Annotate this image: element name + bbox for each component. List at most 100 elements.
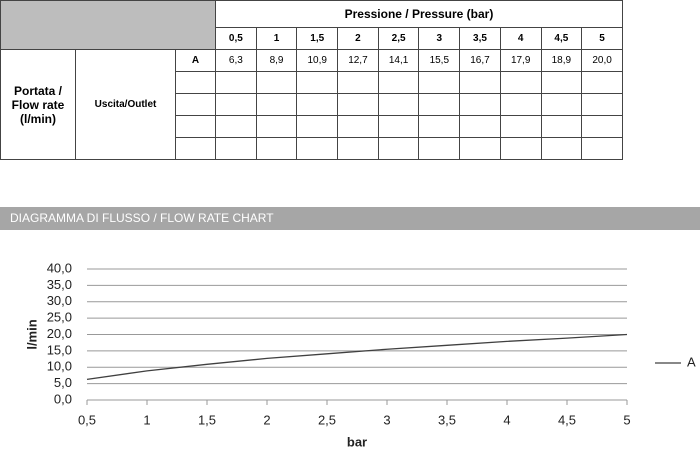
table-row: 0,5 1 1,5 2 2,5 3 3,5 4 4,5 5: [1, 27, 623, 50]
empty-cell: [215, 93, 257, 116]
empty-cell: [174, 137, 217, 160]
table-cell: 10,9: [296, 49, 339, 72]
column-header: 0,5: [215, 27, 257, 50]
empty-cell: [255, 137, 298, 160]
empty-cell: [255, 115, 298, 138]
empty-cell: [418, 137, 461, 160]
table-cell: 8,9: [255, 49, 298, 72]
column-header: 2: [337, 27, 379, 50]
empty-cell: [174, 115, 217, 138]
empty-cell: [581, 137, 623, 160]
y-axis-label: l/min: [24, 319, 39, 349]
column-header: 5: [581, 27, 623, 50]
table-row: [1, 93, 623, 116]
y-tick-label: 5,0: [54, 375, 72, 390]
outlet-name: A: [174, 49, 217, 72]
corner-cell: [0, 0, 217, 50]
empty-cell: [499, 71, 542, 94]
empty-cell: [540, 137, 583, 160]
x-tick-label: 1,5: [198, 412, 216, 427]
x-axis-label: bar: [347, 434, 367, 449]
empty-cell: [296, 71, 339, 94]
x-tick-label: 1: [143, 412, 150, 427]
empty-cell: [337, 137, 379, 160]
empty-cell: [215, 71, 257, 94]
y-tick-label: 30,0: [47, 293, 72, 308]
chart: 0,05,010,0 15,020,025,0 30,035,0 40,0 0,5 1 1,…: [24, 260, 696, 449]
outlet-label: Uscita/Outlet: [75, 49, 176, 160]
empty-cell: [581, 93, 623, 116]
legend-label: A: [687, 354, 696, 369]
empty-cell: [499, 137, 542, 160]
table-cell: 18,9: [540, 49, 583, 72]
column-header: 3: [418, 27, 461, 50]
y-tick-label: 0,0: [54, 391, 72, 406]
empty-cell: [540, 115, 583, 138]
empty-cell: [499, 115, 542, 138]
empty-cell: [459, 93, 501, 116]
table-row: Portata / Flow rate (l/min) Uscita/Outlet…: [0, 49, 623, 160]
empty-cell: [377, 137, 420, 160]
pressure-table: Pressione / Pressure (bar) 0,5 1 1,5 2 2,5 3 3,…: [0, 0, 623, 160]
empty-cell: [418, 93, 461, 116]
y-tick-label: 40,0: [47, 260, 72, 275]
empty-cell: [337, 71, 379, 94]
table-row: [1, 137, 623, 160]
x-tick-label: 3,5: [438, 412, 456, 427]
y-tick-label: 10,0: [47, 359, 72, 374]
empty-cell: [459, 115, 501, 138]
y-tick-label: 35,0: [47, 277, 72, 292]
empty-cell: [174, 93, 217, 116]
table-cell: 6,3: [215, 49, 257, 72]
empty-cell: [255, 71, 298, 94]
y-tick-label: 15,0: [47, 342, 72, 357]
empty-cell: [377, 115, 420, 138]
x-tick-label: 3: [383, 412, 390, 427]
column-header: 4: [499, 27, 542, 50]
empty-cell: [255, 93, 298, 116]
table-cell: 17,9: [499, 49, 542, 72]
column-header: 1,5: [296, 27, 339, 50]
empty-cell: [296, 115, 339, 138]
table-row: Pressione / Pressure (bar): [0, 0, 623, 50]
column-header: 2,5: [377, 27, 420, 50]
table-cell: 14,1: [377, 49, 420, 72]
empty-cell: [418, 115, 461, 138]
column-header: 3,5: [459, 27, 501, 50]
empty-cell: [459, 137, 501, 160]
empty-cell: [296, 93, 339, 116]
x-tick-label: 5: [623, 412, 630, 427]
empty-cell: [418, 71, 461, 94]
y-tick-label: 25,0: [47, 310, 72, 325]
empty-cell: [581, 71, 623, 94]
column-header: 1: [255, 27, 298, 50]
x-tick-label: 4: [503, 412, 510, 427]
empty-cell: [215, 137, 257, 160]
section-bar: DIAGRAMMA DI FLUSSO / FLOW RATE CHART: [0, 207, 700, 230]
row-label: Portata / Flow rate (l/min): [0, 49, 76, 160]
empty-cell: [499, 93, 542, 116]
column-header: 4,5: [540, 27, 583, 50]
table-row: [1, 71, 623, 94]
empty-cell: [540, 93, 583, 116]
x-tick-label: 4,5: [558, 412, 576, 427]
data-line: [86, 333, 628, 381]
empty-cell: [215, 115, 257, 138]
y-tick-label: 20,0: [47, 326, 72, 341]
x-tick-label: 2: [263, 412, 270, 427]
empty-cell: [377, 71, 420, 94]
empty-cell: [459, 71, 501, 94]
empty-cell: [174, 71, 217, 94]
table-cell: 20,0: [581, 49, 623, 72]
empty-cell: [296, 137, 339, 160]
empty-cell: [377, 93, 420, 116]
table-cell: 15,5: [418, 49, 461, 72]
x-tick-label: 0,5: [78, 412, 96, 427]
empty-cell: [337, 115, 379, 138]
x-tick-label: 2,5: [318, 412, 336, 427]
empty-cell: [337, 93, 379, 116]
empty-cell: [540, 71, 583, 94]
section-title: DIAGRAMMA DI FLUSSO / FLOW RATE CHART: [10, 211, 274, 225]
table-cell: 12,7: [337, 49, 379, 72]
